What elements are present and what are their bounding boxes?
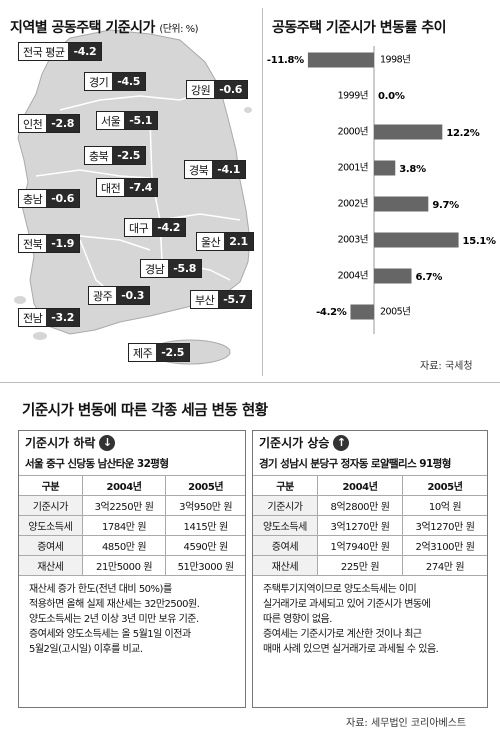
year-label: 2004년 xyxy=(338,271,368,282)
table-header-row: 구분 2004년 2005년 xyxy=(253,475,487,496)
region-tag-daejeon: 대전 -7.4 xyxy=(96,178,159,197)
increase-notes: 주택투기지역이므로 양도소득세는 이미 실거래가로 과세되고 있어 기준시가 변… xyxy=(263,584,439,655)
chart-source: 자료: 국세청 xyxy=(420,361,473,372)
arrow-down-icon: ↓ xyxy=(99,434,116,451)
bar-2003년 xyxy=(374,232,459,248)
rate-bar-chart: 1998년 -11.8% 1999년 0.0% 2000년 12.2% 2001년 3.8% 2… xyxy=(267,46,496,334)
bar-2005년 xyxy=(350,304,374,320)
year-label: 2000년 xyxy=(338,127,368,138)
increase-place: 경기 성남시 분당구 정자동 로얄팰리스 91평형 xyxy=(259,458,451,470)
decrease-title: 기준시가 하락 ↓ xyxy=(19,431,245,454)
value-label: 6.7% xyxy=(416,272,443,283)
region-tag-seoul: 서울 -5.1 xyxy=(96,111,159,130)
region-tag-gyeonggi: 경기 -4.5 xyxy=(84,72,147,91)
region-tag-daegu: 대구 -4.2 xyxy=(124,218,187,237)
year-label: 2001년 xyxy=(338,163,368,174)
year-label: 2005년 xyxy=(380,307,410,318)
section-source: 자료: 세무법인 코리아베스트 xyxy=(346,718,467,729)
table-row: 재산세 21만5000 원 51만3000 원 xyxy=(19,555,245,576)
value-label: 0.0% xyxy=(378,91,405,102)
region-tag-chungnam: 충남 -0.6 xyxy=(18,189,81,208)
region-tag-jeju: 제주 -2.5 xyxy=(128,343,191,362)
region-tag-jeonbuk: 전북 -1.9 xyxy=(18,234,81,253)
arrow-up-icon: ↑ xyxy=(333,434,350,451)
value-label: -4.2% xyxy=(316,307,347,318)
bar-2004년 xyxy=(374,268,412,284)
table-row: 재산세 225만 원 274만 원 xyxy=(253,555,487,576)
bar-1998년 xyxy=(307,52,374,68)
chart-title: 공동주택 기준시가 변동률 추이 xyxy=(272,20,447,36)
region-tag-jeonnam: 전남 -3.2 xyxy=(18,308,81,327)
section-title: 기준시가 변동에 따른 각종 세금 변동 현황 xyxy=(22,403,268,419)
panel-divider xyxy=(262,8,263,376)
table-row: 기준시가 8억2800만 원 10억 원 xyxy=(253,495,487,516)
value-label: 9.7% xyxy=(432,200,459,211)
decrease-box: 기준시가 하락 ↓ 서울 중구 신당동 남산타운 32평형 구분 2004년 200… xyxy=(18,430,246,708)
increase-table: 구분 2004년 2005년 기준시가 8억2800만 원 10억 원 양도소득세 3억1… xyxy=(253,475,487,576)
year-label: 2002년 xyxy=(338,199,368,210)
map-unit: (단위: %) xyxy=(159,24,199,35)
section-divider xyxy=(0,382,500,383)
region-tag-national: 전국 평균 -4.2 xyxy=(18,42,103,61)
region-tag-ulsan: 울산 2.1 xyxy=(196,232,254,251)
year-label: 2003년 xyxy=(338,235,368,246)
region-tag-incheon: 인천 -2.8 xyxy=(18,114,81,133)
table-row: 증여세 1억7940만 원 2억3100만 원 xyxy=(253,535,487,556)
value-label: 3.8% xyxy=(399,164,426,175)
table-row: 증여세 4850만 원 4590만 원 xyxy=(19,535,245,556)
decrease-place: 서울 중구 신당동 남산타운 32평형 xyxy=(25,458,169,470)
value-label: 12.2% xyxy=(446,128,479,139)
bar-2000년 xyxy=(374,124,443,140)
region-tag-gangwon: 강원 -0.6 xyxy=(186,80,249,99)
decrease-notes: 재산세 증가 한도(전년 대비 50%)를 적용하면 올해 실제 재산세는 32… xyxy=(29,584,200,655)
year-label: 1999년 xyxy=(338,91,368,102)
region-tag-chungbuk: 충북 -2.5 xyxy=(84,146,147,165)
region-tag-gyeongbuk: 경북 -4.1 xyxy=(184,160,247,179)
table-row: 양도소득세 1784만 원 1415만 원 xyxy=(19,515,245,536)
region-tag-busan: 부산 -5.7 xyxy=(190,290,253,309)
table-header-row: 구분 2004년 2005년 xyxy=(19,475,245,496)
decrease-table: 구분 2004년 2005년 기준시가 3억2250만 원 3억950만 원 양도소득세… xyxy=(19,475,245,576)
table-row: 양도소득세 3억1270만 원 3억1270만 원 xyxy=(253,515,487,536)
region-tag-gyeongnam: 경남 -5.8 xyxy=(140,259,203,278)
year-label: 1998년 xyxy=(380,55,410,66)
increase-title: 기준시가 상승 ↑ xyxy=(253,431,487,454)
increase-box: 기준시가 상승 ↑ 경기 성남시 분당구 정자동 로얄팰리스 91평형 구분 20… xyxy=(252,430,488,708)
region-tag-gwangju: 광주 -0.3 xyxy=(88,286,151,305)
value-label: 15.1% xyxy=(463,236,496,247)
map-title: 지역별 공동주택 기준시가 (단위: %) xyxy=(10,20,199,36)
bar-2002년 xyxy=(374,196,429,212)
table-row: 기준시가 3억2250만 원 3억950만 원 xyxy=(19,495,245,516)
bar-2001년 xyxy=(374,160,396,176)
value-label: -11.8% xyxy=(267,55,304,66)
